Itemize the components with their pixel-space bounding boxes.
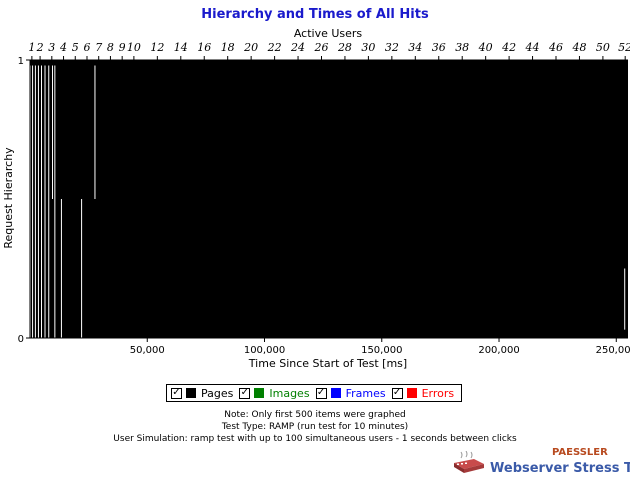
top-tick-label: 2 [36,41,44,54]
chart: Hierarchy and Times of All Hits Active U… [2,7,630,370]
hit-gaps [29,65,626,338]
legend-item-images[interactable]: ✓ Images [239,386,310,400]
legend: ✓ Pages ✓ Images ✓ Frames ✓ Errors [166,384,462,402]
brand-product: Webserver Stress Tool [490,461,630,476]
top-tick-label: 32 [385,41,399,54]
brand-company: PAESSLER [552,447,608,458]
legend-item-frames[interactable]: ✓ Frames [315,386,386,400]
top-tick-label: 9 [119,41,126,54]
top-tick-label: 5 [72,41,79,54]
x-tick-label: 200,000 [478,345,519,356]
top-tick-label: 3 [48,41,55,54]
legend-checkbox-errors[interactable]: ✓ [391,387,403,399]
top-tick-label: 1 [28,41,35,54]
top-tick-label: 48 [571,41,586,54]
x-tick-label: 250,000 [596,345,630,356]
top-tick-label: 40 [478,41,493,54]
top-tick-label: 52 [618,41,630,54]
y-axis-label: Request Hierarchy [2,147,15,249]
top-tick-label: 8 [107,41,114,54]
x-tick-label: 50,000 [130,345,165,356]
axes [29,59,628,339]
top-tick-label: 6 [83,41,90,54]
top-tick-label: 30 [361,41,375,54]
top-tick-label: 20 [243,41,258,54]
top-tick-label: 44 [525,41,540,54]
legend-label-images: Images [269,386,310,400]
top-tick-label: 12 [150,41,164,54]
top-axis-label: Active Users [294,27,363,40]
top-tick-label: 10 [127,41,141,54]
plot-area [30,60,628,338]
legend-item-errors[interactable]: ✓ Errors [391,386,455,400]
top-tick-label: 7 [95,41,102,54]
top-tick-label: 50 [596,41,610,54]
x-tick-label: 150,000 [361,345,402,356]
branding: PAESSLER Webserver Stress Tool [452,447,630,480]
top-tick-label: 26 [313,41,328,54]
ticks: 50,000100,000150,000200,000250,000011234… [18,41,630,356]
legend-swatch-frames [330,388,341,398]
top-tick-label: 36 [432,41,446,54]
stress-tool-logo-icon [454,451,484,473]
x-axis-label: Time Since Start of Test [ms] [248,357,407,370]
top-tick-label: 46 [548,41,563,54]
chart-notes: Note: Only first 500 items were graphed … [0,409,630,445]
note-test-type: Test Type: RAMP (run test for 10 minutes… [221,422,409,432]
legend-item-pages[interactable]: ✓ Pages [171,387,233,400]
legend-label-frames: Frames [345,386,386,400]
legend-checkbox-frames[interactable]: ✓ [315,387,327,399]
legend-swatch-images [254,388,265,398]
top-tick-label: 42 [501,41,516,54]
top-tick-label: 16 [197,41,211,54]
legend-swatch-errors [406,388,417,398]
top-tick-label: 22 [267,41,282,54]
legend-checkbox-images[interactable]: ✓ [239,387,251,399]
top-tick-label: 38 [455,41,469,54]
top-tick-label: 28 [337,41,352,54]
y-tick-label: 0 [18,334,24,345]
legend-swatch-pages [186,388,196,398]
top-tick-label: 24 [290,41,305,54]
top-tick-label: 14 [174,41,188,54]
top-tick-label: 18 [221,41,235,54]
hits-fill [30,60,628,338]
chart-title: Hierarchy and Times of All Hits [201,7,429,22]
top-tick-label: 4 [59,41,67,54]
legend-label-errors: Errors [421,386,455,400]
top-tick-label: 34 [408,41,422,54]
note-items-graphed: Note: Only first 500 items were graphed [224,410,406,420]
legend-checkbox-pages[interactable]: ✓ [171,387,182,399]
x-tick-label: 100,000 [244,345,285,356]
y-tick-label: 1 [18,56,24,67]
legend-label-pages: Pages [201,386,234,400]
note-user-simulation: User Simulation: ramp test with up to 10… [113,434,517,444]
